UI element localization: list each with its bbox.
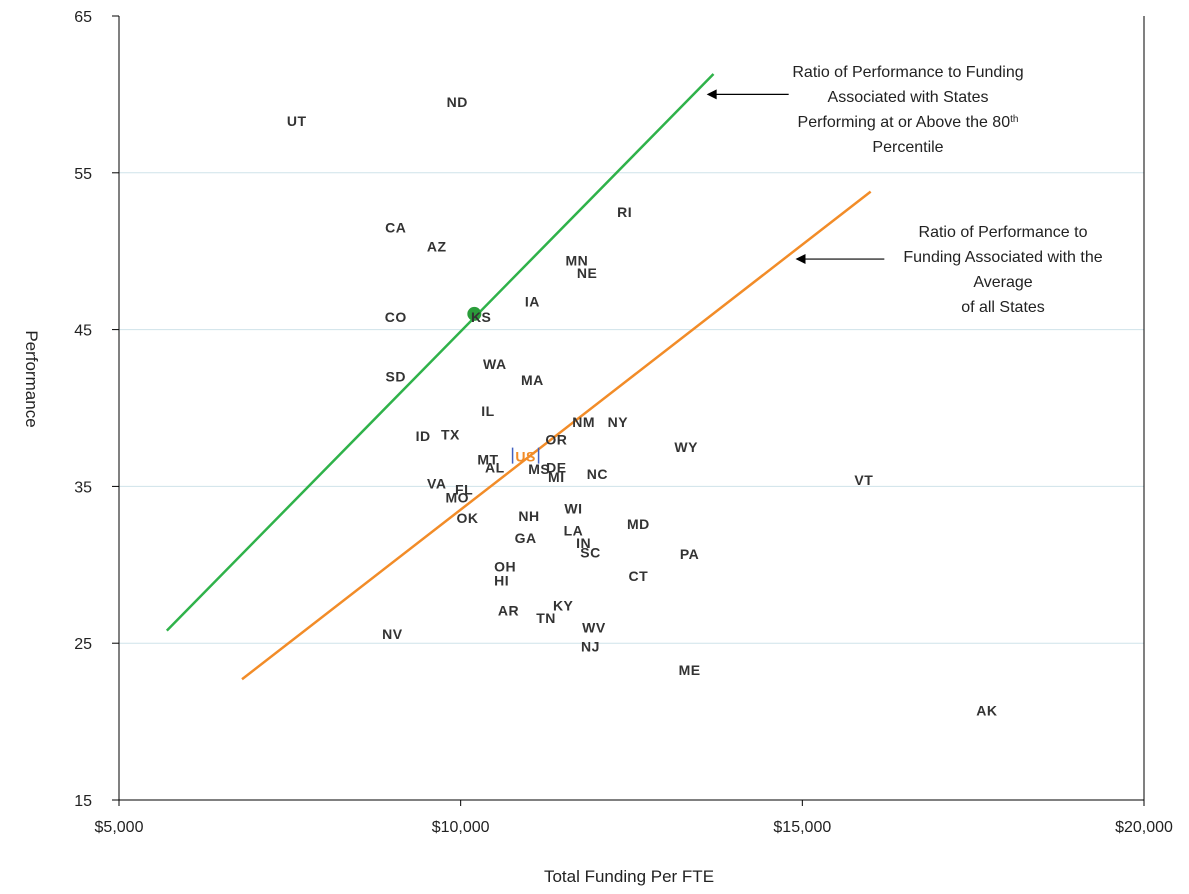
y-tick-label: 25 (74, 636, 92, 653)
annotation-arrowhead (796, 254, 806, 264)
state-point-label: MA (521, 372, 544, 388)
annotation-text: Funding Associated with the (903, 249, 1102, 266)
y-tick-label: 55 (74, 166, 92, 183)
state-point-label: NM (572, 414, 595, 430)
state-point-label: TN (536, 610, 556, 626)
state-point-label: TX (441, 427, 460, 443)
state-point-label: PA (680, 546, 699, 562)
state-point-label: NC (587, 466, 608, 482)
state-point-label: NV (382, 626, 403, 642)
state-point-label: AK (976, 703, 997, 719)
x-ticks: $5,000 $10,000 $15,000 $20,000 (95, 800, 1173, 836)
state-point-label: MI (548, 469, 565, 485)
axes (119, 16, 1144, 800)
annotation-text: Ratio of Performance to Funding (792, 64, 1023, 81)
state-point-label: GA (515, 530, 537, 546)
state-point-label: HI (494, 572, 509, 588)
state-point-label: WY (674, 439, 698, 455)
state-point-label: UT (287, 113, 307, 129)
state-point-label: ME (679, 662, 701, 678)
state-point-label: NY (608, 414, 629, 430)
y-ticks: 15 25 35 45 55 65 (74, 9, 119, 810)
state-point-label: WA (483, 356, 507, 372)
state-point-label: AZ (427, 238, 447, 254)
state-point-label: IA (525, 293, 540, 309)
state-point-label: OK (457, 510, 479, 526)
annotation-arrowhead (707, 89, 717, 99)
x-axis-title: Total Funding Per FTE (544, 867, 714, 886)
state-point-label: NE (577, 265, 597, 281)
state-point-label: AR (498, 602, 519, 618)
state-point-label: IL (481, 403, 494, 419)
state-point-label: WV (582, 620, 606, 636)
y-axis-title: Performance (22, 330, 41, 427)
state-point-label: AL (485, 460, 505, 476)
y-tick-label: 45 (74, 323, 92, 340)
y-tick-label: 15 (74, 793, 92, 810)
state-point-label: VA (427, 475, 446, 491)
state-point-label: CO (385, 309, 407, 325)
annotations: Ratio of Performance to Funding Associate… (707, 64, 1103, 316)
state-point-label: RI (617, 204, 632, 220)
state-point-label: MO (445, 489, 469, 505)
x-tick-label: $15,000 (773, 819, 831, 836)
us-point-label: US (515, 449, 535, 465)
state-point-label: OR (545, 431, 567, 447)
state-point-label: VT (854, 472, 873, 488)
state-point-label: WI (564, 500, 582, 516)
state-point-label: KS (471, 309, 491, 325)
annotation-text: Performing at or Above the 80th (798, 114, 1019, 132)
state-point-label: ND (447, 94, 468, 110)
state-point-label: NJ (581, 638, 600, 654)
state-point-label: NH (518, 508, 539, 524)
annotation-text: Associated with States (828, 89, 989, 106)
ratio-lines (167, 74, 871, 679)
y-tick-label: 65 (74, 9, 92, 26)
x-tick-label: $5,000 (95, 819, 144, 836)
state-point-label: SC (580, 544, 600, 560)
annotation-text: Percentile (872, 139, 943, 156)
state-point-label: MD (627, 516, 650, 532)
annotation-text: Ratio of Performance to (919, 224, 1088, 241)
state-point-label: CA (385, 220, 406, 236)
ratio-line (167, 74, 714, 631)
state-point-label: CT (628, 568, 648, 584)
annotation-superscript: th (1010, 114, 1018, 125)
state-point-label: ID (416, 428, 431, 444)
y-tick-label: 35 (74, 479, 92, 496)
annotation-text: of all States (961, 299, 1045, 316)
annotation-text: Average (973, 274, 1032, 291)
state-point-label: SD (386, 369, 406, 385)
x-tick-label: $10,000 (432, 819, 490, 836)
x-tick-label: $20,000 (1115, 819, 1173, 836)
state-point-label: KY (553, 598, 574, 614)
